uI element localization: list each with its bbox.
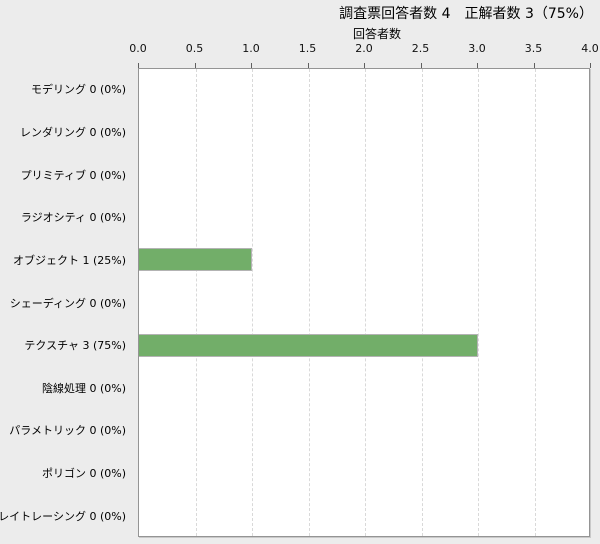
gridline bbox=[252, 69, 253, 536]
gridline bbox=[534, 69, 536, 536]
x-tick-label: 0.0 bbox=[129, 42, 147, 55]
x-axis-title: 回答者数 bbox=[353, 27, 402, 41]
x-tick-mark bbox=[420, 63, 422, 68]
x-tick-label: 0.5 bbox=[185, 42, 204, 55]
category-label: シェーディング 0 (0%) bbox=[9, 296, 126, 310]
plot-area bbox=[138, 68, 590, 537]
x-tick-mark bbox=[590, 63, 591, 68]
category-label: モデリング 0 (0%) bbox=[30, 83, 126, 97]
category-axis: モデリング 0 (0%) レンダリング 0 (0%) プリミティブ 0 (0%) ラジ… bbox=[0, 68, 132, 537]
x-tick-label: 1.0 bbox=[242, 42, 260, 55]
x-tick-label: 2.0 bbox=[355, 42, 373, 55]
x-tick-mark bbox=[364, 63, 365, 68]
x-tick-mark bbox=[194, 63, 196, 68]
category-label: 陰線処理 0 (0%) bbox=[41, 381, 126, 395]
gridline bbox=[478, 69, 479, 536]
x-tick-mark bbox=[138, 63, 139, 68]
x-tick-label: 1.5 bbox=[298, 42, 317, 55]
chart-title: 調査票回答者数 4 正解者数 3（75%） bbox=[339, 6, 593, 22]
x-tick-mark bbox=[477, 63, 478, 68]
category-label: プリミティブ 0 (0%) bbox=[20, 168, 126, 182]
bar-オブジェクト bbox=[139, 248, 252, 272]
category-label: テクスチャ 3 (75%) bbox=[24, 339, 126, 353]
x-tick-label: 3.5 bbox=[524, 42, 543, 55]
x-tick-mark bbox=[251, 63, 252, 68]
x-tick-mark bbox=[533, 63, 535, 68]
category-label: レイトレーシング 0 (0%) bbox=[0, 509, 126, 523]
category-label: レンダリング 0 (0%) bbox=[19, 125, 126, 139]
x-tick-label: 3.0 bbox=[468, 42, 486, 55]
gridline bbox=[365, 69, 366, 536]
category-label: ラジオシティ 0 (0%) bbox=[20, 211, 126, 225]
gridline bbox=[421, 69, 423, 536]
gridline bbox=[195, 69, 197, 536]
category-label: ポリゴン 0 (0%) bbox=[41, 467, 126, 481]
category-label: パラメトリック 0 (0%) bbox=[9, 424, 126, 438]
gridline bbox=[308, 69, 310, 536]
x-tick-label: 4.0 bbox=[581, 42, 599, 55]
category-label: オブジェクト 1 (25%) bbox=[12, 253, 126, 267]
x-tick-label: 2.5 bbox=[411, 42, 430, 55]
x-tick-mark bbox=[307, 63, 309, 68]
bar-テクスチャ bbox=[139, 333, 478, 357]
